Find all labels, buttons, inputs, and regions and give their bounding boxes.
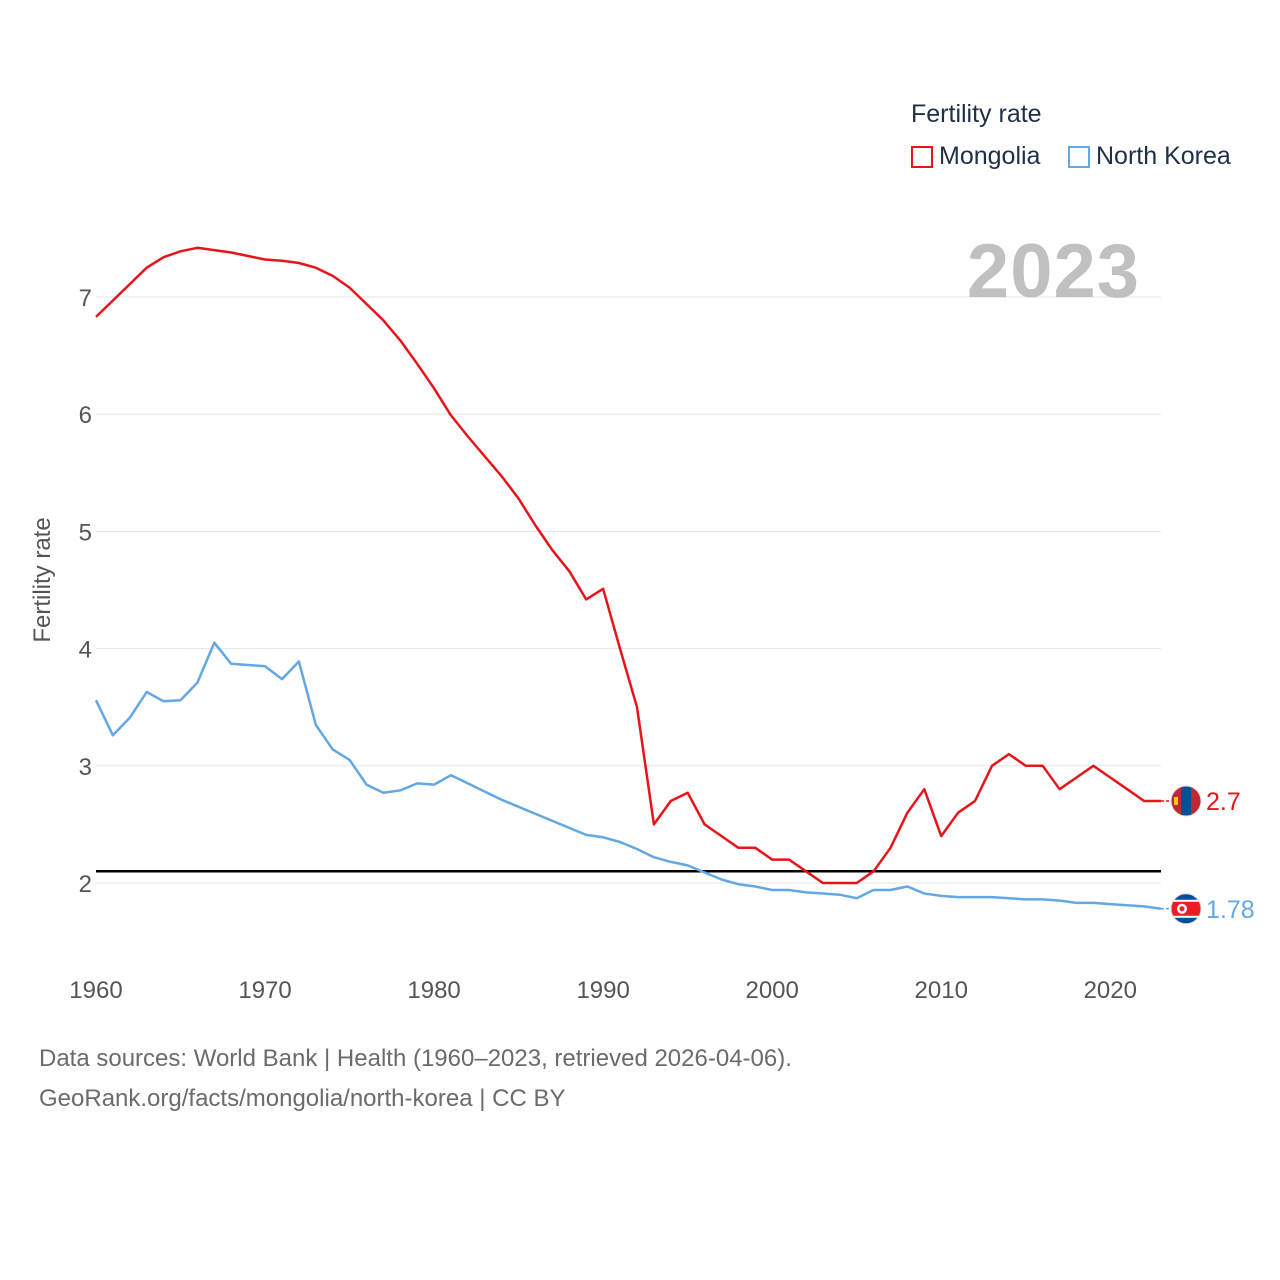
year-display: 2023 bbox=[966, 229, 1140, 314]
y-axis-label: Fertility rate bbox=[29, 517, 56, 642]
x-tick-label-2000: 2000 bbox=[745, 977, 798, 1004]
series-lines bbox=[94, 246, 1162, 911]
mongolia-flag-icon bbox=[1170, 785, 1202, 817]
gridlines bbox=[96, 296, 1161, 884]
legend-title: Fertility rate bbox=[911, 100, 1042, 128]
end-value-label-north-korea: 1.78 bbox=[1206, 896, 1255, 924]
x-tick-label-1980: 1980 bbox=[407, 977, 460, 1004]
x-axis-ticks: 1960 1970 1980 1990 2000 2010 2020 bbox=[69, 977, 1137, 1004]
y-tick-label-2: 2 bbox=[79, 871, 92, 898]
legend-swatch-north-korea bbox=[1068, 145, 1090, 168]
y-tick-label-7: 7 bbox=[79, 285, 92, 312]
x-tick-label-2010: 2010 bbox=[915, 977, 968, 1004]
x-tick-label-2020: 2020 bbox=[1084, 977, 1137, 1004]
source-line-2[interactable]: GeoRank.org/facts/mongolia/north-korea |… bbox=[39, 1085, 566, 1112]
end-value-label-mongolia: 2.7 bbox=[1206, 788, 1241, 816]
source-line-1: Data sources: World Bank | Health (1960–… bbox=[39, 1045, 792, 1072]
legend-label-mongolia: Mongolia bbox=[939, 142, 1041, 170]
north-korea-flag-icon bbox=[1170, 893, 1202, 925]
legend-item-north-korea[interactable]: North Korea bbox=[1068, 142, 1231, 171]
x-tick-label-1960: 1960 bbox=[69, 977, 122, 1004]
series-line-north-korea bbox=[94, 641, 1162, 911]
y-tick-label-3: 3 bbox=[79, 754, 92, 781]
legend-swatch-mongolia bbox=[911, 145, 933, 168]
y-tick-label-6: 6 bbox=[79, 402, 92, 429]
legend-label-north-korea: North Korea bbox=[1096, 142, 1231, 170]
legend-item-mongolia[interactable]: Mongolia bbox=[911, 142, 1040, 171]
series-line-mongolia bbox=[95, 246, 1161, 885]
y-axis-ticks: 2 3 4 5 6 7 bbox=[79, 285, 92, 898]
y-tick-label-4: 4 bbox=[79, 637, 92, 664]
y-tick-label-5: 5 bbox=[79, 519, 92, 546]
x-tick-label-1990: 1990 bbox=[576, 977, 629, 1004]
end-markers: 2.7 1.78 bbox=[1161, 785, 1255, 925]
x-tick-label-1970: 1970 bbox=[238, 977, 291, 1004]
